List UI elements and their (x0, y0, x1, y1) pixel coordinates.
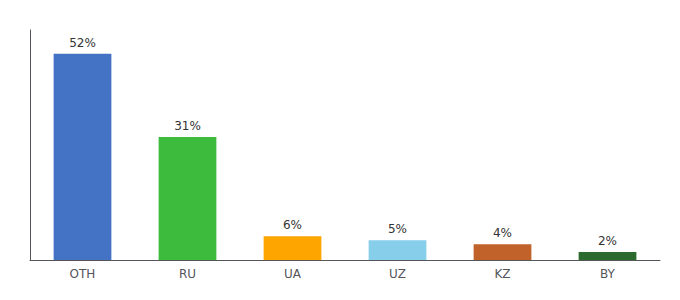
svg-text:4%: 4% (493, 226, 512, 240)
svg-text:OTH: OTH (70, 267, 96, 281)
svg-text:31%: 31% (174, 119, 201, 133)
svg-text:UA: UA (284, 267, 302, 281)
svg-text:5%: 5% (388, 222, 407, 236)
svg-text:UZ: UZ (389, 267, 406, 281)
svg-text:RU: RU (179, 267, 196, 281)
svg-text:BY: BY (600, 267, 616, 281)
svg-text:6%: 6% (283, 218, 302, 232)
svg-text:KZ: KZ (494, 267, 510, 281)
svg-text:2%: 2% (598, 234, 617, 248)
svg-text:52%: 52% (69, 36, 96, 50)
